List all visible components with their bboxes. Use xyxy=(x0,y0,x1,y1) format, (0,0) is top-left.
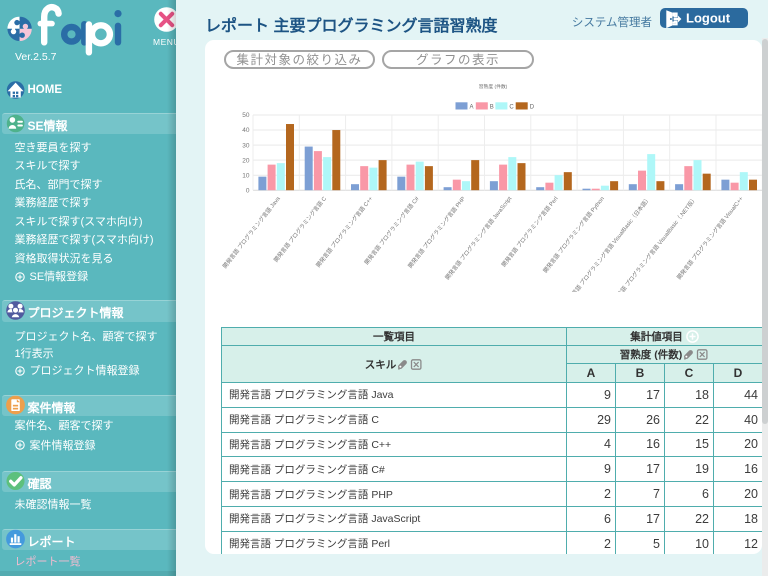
svg-text:30: 30 xyxy=(242,142,250,149)
svg-text:10: 10 xyxy=(242,172,250,179)
svg-text:40: 40 xyxy=(242,127,250,134)
svg-text:Logout: Logout xyxy=(686,11,731,26)
svg-text:50: 50 xyxy=(242,112,250,119)
svg-text:A: A xyxy=(470,105,474,111)
svg-text:B: B xyxy=(490,105,494,111)
svg-text:0: 0 xyxy=(246,187,250,194)
svg-text:C: C xyxy=(509,105,514,111)
svg-text:20: 20 xyxy=(242,157,250,164)
svg-text:D: D xyxy=(530,105,535,111)
svg-text:習熟度 (件数): 習熟度 (件数) xyxy=(479,83,508,90)
